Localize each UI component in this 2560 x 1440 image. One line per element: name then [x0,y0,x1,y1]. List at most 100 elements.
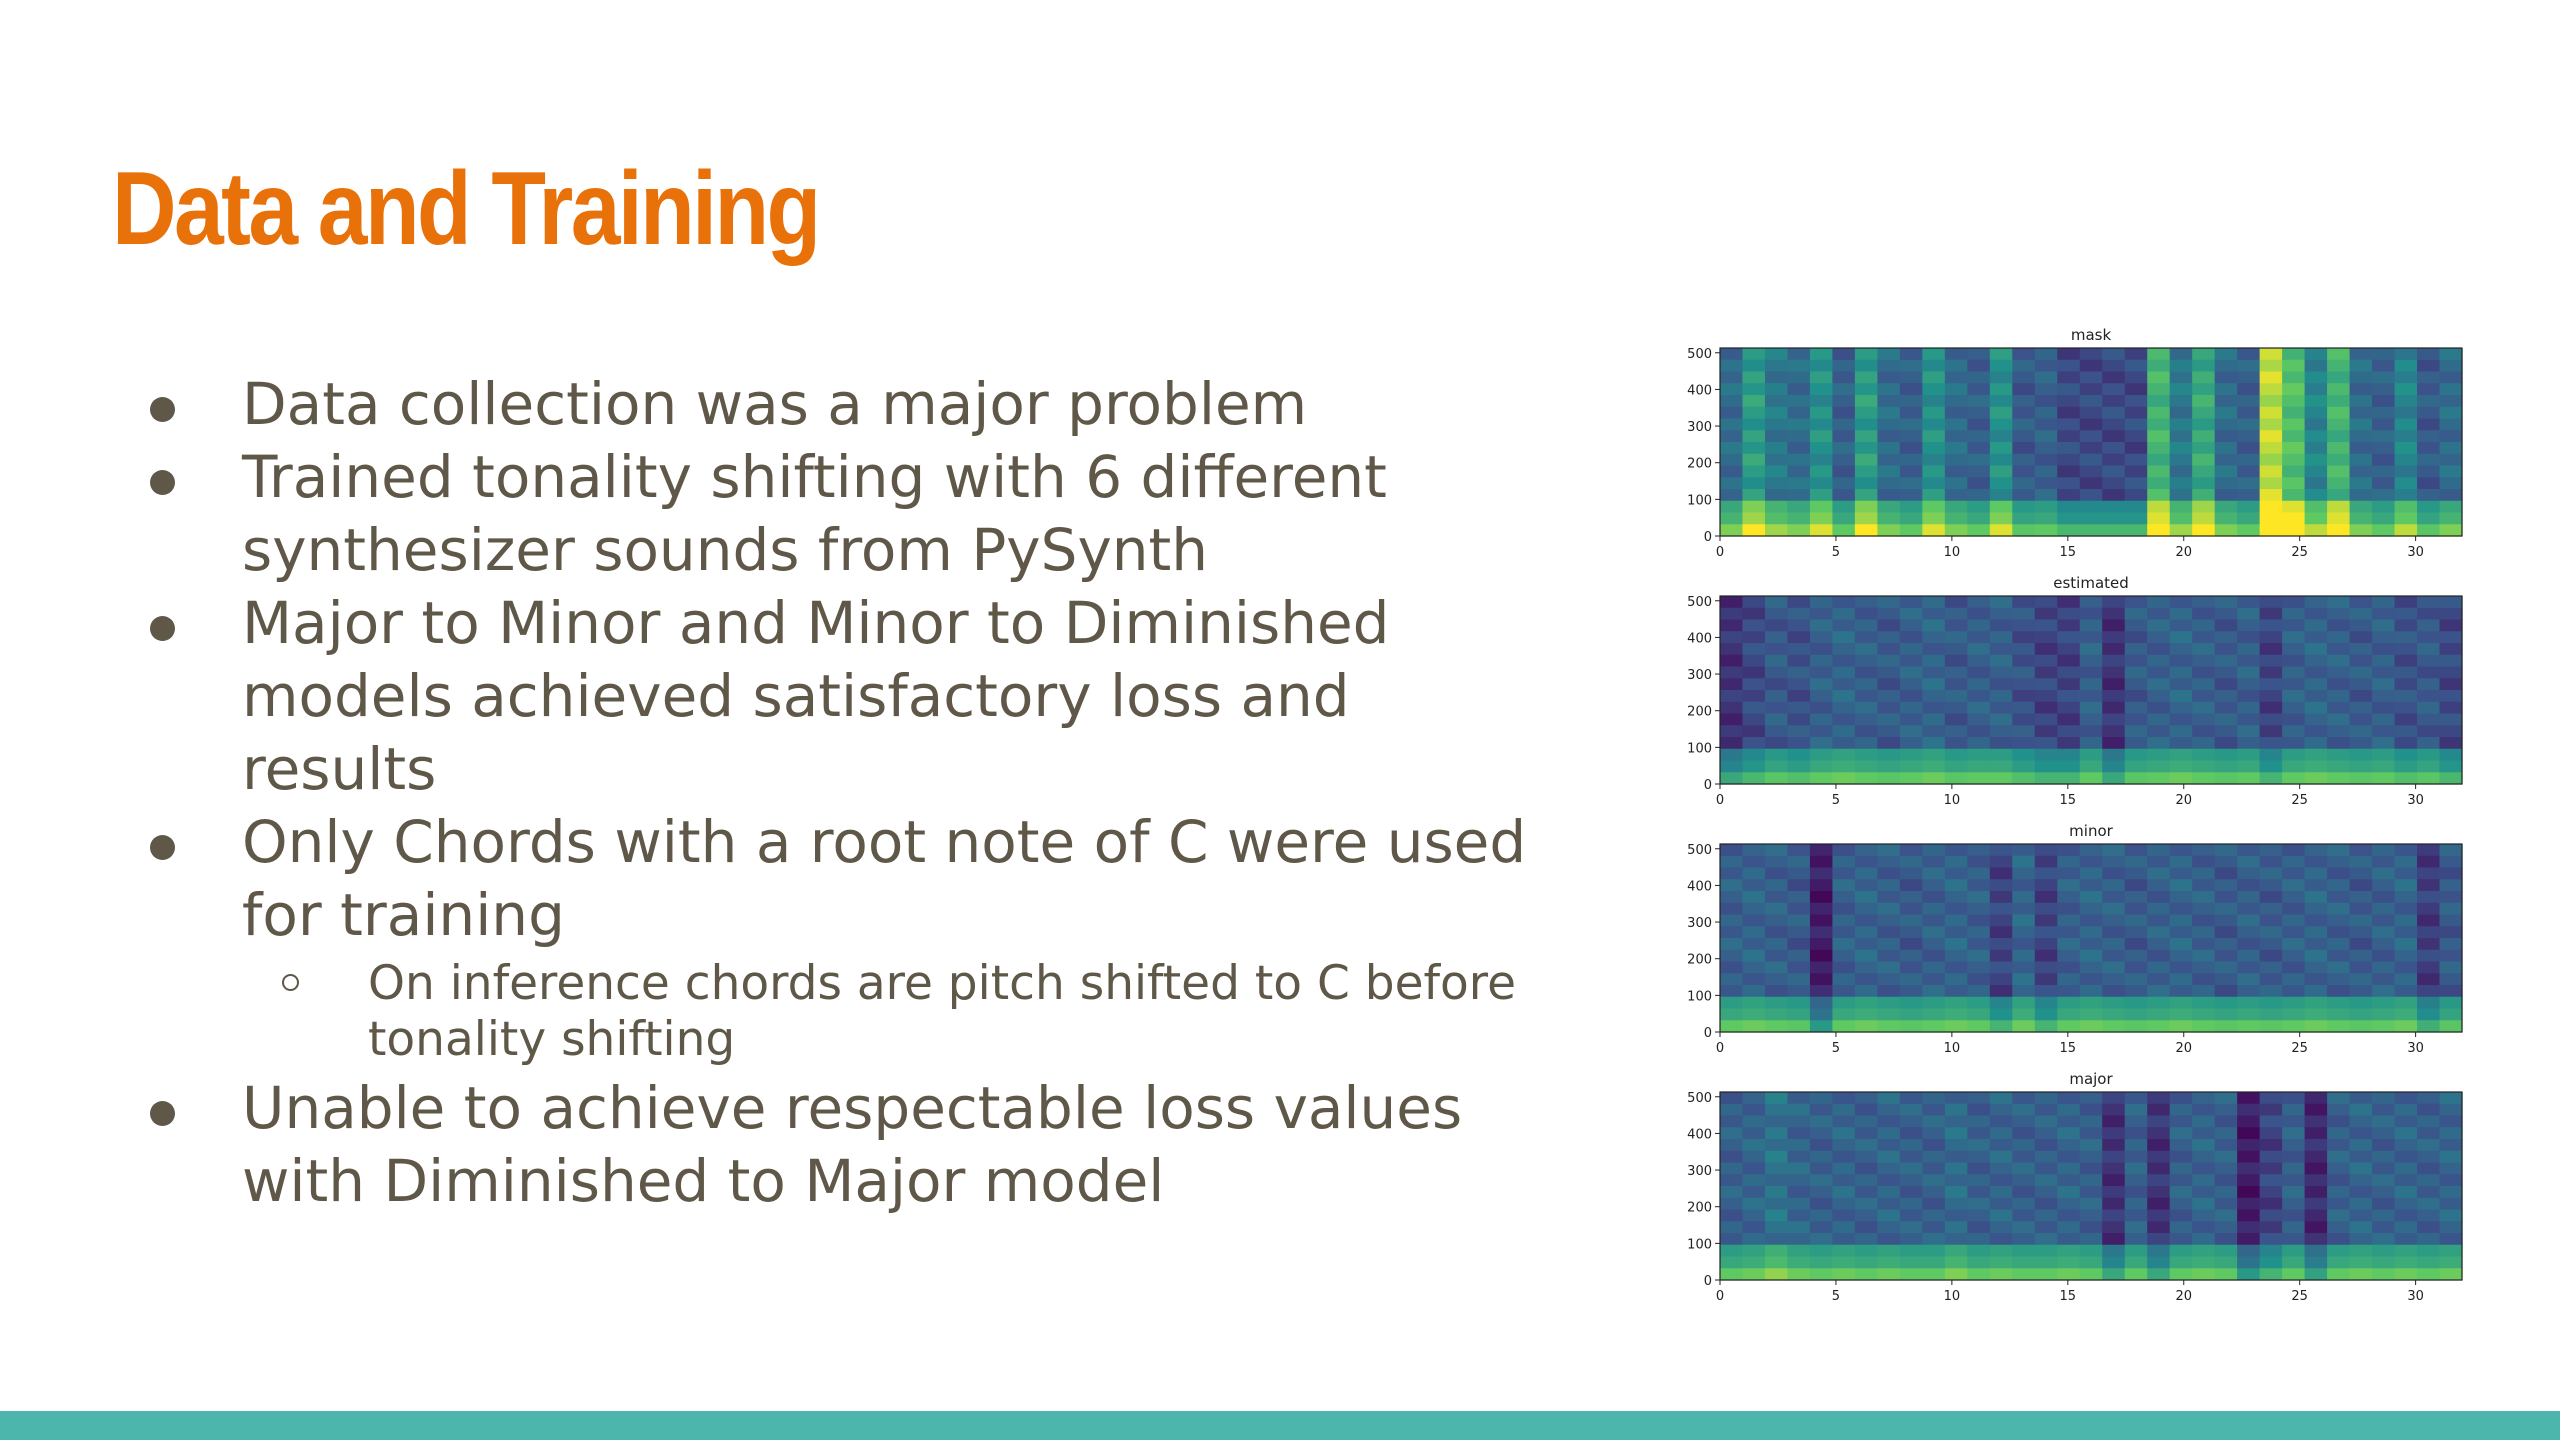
heatmap-cell [2169,713,2193,726]
heatmap-cell [1720,406,1744,420]
heatmap-cell [1764,1127,1789,1140]
heatmap-cell [2034,1162,2058,1175]
heatmap-cell [1809,914,1834,927]
heatmap-cell [1922,512,1946,525]
heatmap-cell [2349,961,2373,974]
heatmap-cell [1742,453,1766,467]
heatmap-cell [2282,1020,2306,1033]
heatmap-cell [1944,748,1968,762]
heatmap-cell [2012,985,2036,998]
heatmap-cell [2237,1233,2261,1246]
heatmap-cell [2102,418,2126,431]
heatmap-cell [1787,607,1811,621]
heatmap-cell [2372,442,2396,455]
heatmap-cell [2192,666,2216,679]
heatmap-cell [2147,453,2171,467]
heatmap-cell [2192,690,2216,703]
heatmap-cell [1720,1174,1744,1187]
heatmap-cell [2237,737,2261,750]
heatmap-cell [1922,926,1946,939]
heatmap-cell [1832,654,1856,668]
heatmap-cell [2102,748,2126,762]
heatmap-cell [2124,737,2148,750]
y-tick-label: 0 [1704,778,1712,793]
heatmap-cell [1944,1139,1968,1152]
heatmap-cell [1967,371,1991,384]
heatmap-cell [1764,1103,1789,1117]
heatmap-cell [1787,1103,1811,1117]
heatmap-cell [2394,418,2418,431]
heatmap-cell [1720,867,1744,880]
heatmap-cell [2304,713,2328,726]
heatmap-cell [1742,489,1766,502]
heatmap-cell [1922,1162,1946,1175]
heatmap-cell [2102,1197,2126,1211]
heatmap-cell [2169,395,2193,408]
heatmap-cell [1922,725,1946,738]
heatmap-cell [1832,1092,1856,1105]
heatmap-cell [1832,430,1856,443]
heatmap-cell [2034,701,2058,715]
heatmap-cell [2282,500,2306,514]
heatmap-cell [2192,1020,2216,1033]
heatmap-cell [2282,914,2306,927]
heatmap-cell [2237,1186,2261,1199]
heatmap-cell [2147,1186,2171,1199]
heatmap-cell [1854,607,1878,621]
heatmap-cell [2439,1008,2463,1021]
heatmap-cell [2237,619,2261,632]
heatmap-cell [1832,961,1856,974]
heatmap-cell [2169,996,2193,1010]
heatmap-cell [2439,406,2463,420]
heatmap-cell [2169,383,2193,396]
heatmap-cell [2079,902,2103,916]
heatmap-cell [2372,879,2396,892]
heatmap-cell [1989,867,2013,880]
heatmap-cell [1967,1150,1991,1164]
heatmap-cell [1899,1127,1923,1140]
heatmap-cell [2057,383,2081,396]
heatmap-cell [2327,1221,2351,1234]
heatmap-cell [2327,607,2351,621]
heatmap-cell [2259,996,2283,1010]
heatmap-cell [2169,678,2193,691]
heatmap-cell [1832,465,1856,478]
heatmap-cell [1809,395,1834,408]
heatmap-cell [1877,772,1901,785]
heatmap-cell [2237,844,2261,857]
heatmap-cell [1854,643,1878,656]
heatmap-cell [2327,701,2351,715]
heatmap-cell [1944,1233,1968,1246]
heatmap-cell [1742,748,1766,762]
heatmap-cell [2034,654,2058,668]
heatmap-cell [2012,395,2036,408]
heatmap-cell [1742,465,1766,478]
heatmap-cell [2394,383,2418,396]
heatmap-cell [1764,477,1789,490]
heatmap-cell [1787,489,1811,502]
heatmap-cell [1809,844,1834,857]
heatmap-cell [1899,690,1923,703]
heatmap-cell [1877,1115,1901,1128]
heatmap-cell [2394,1092,2418,1105]
heatmap-cell [2102,855,2126,869]
heatmap-cell [2439,760,2463,773]
heatmap-cell [1944,1115,1968,1128]
heatmap-cell [1989,418,2013,431]
heatmap-cell [2012,406,2036,420]
heatmap-cell [1809,500,1834,514]
heatmap-cell [1877,383,1901,396]
heatmap-cell [2057,465,2081,478]
heatmap-cell [1764,1244,1789,1258]
heatmap-cell [2237,678,2261,691]
heatmap-cell [2327,1008,2351,1021]
heatmap-cell [2102,1103,2126,1117]
heatmap-cell [2214,701,2238,715]
heatmap-cell [2439,1256,2463,1269]
heatmap-cell [2012,430,2036,443]
x-tick-label: 15 [2060,1289,2077,1304]
heatmap-cell [2349,1139,2373,1152]
heatmap-cell [1809,1221,1834,1234]
heatmap-cell [1764,867,1789,880]
heatmap-cell [2259,772,2283,785]
